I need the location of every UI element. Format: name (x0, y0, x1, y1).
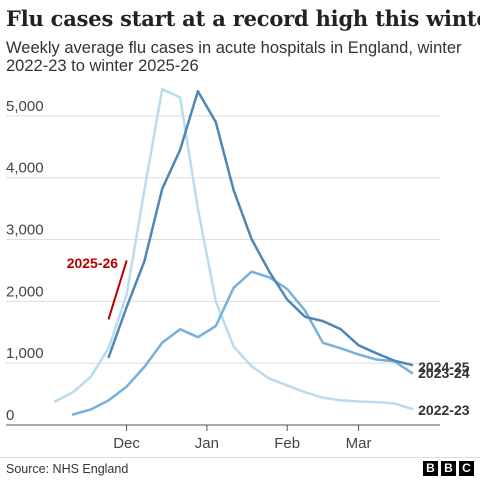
bbc-logo: B B C (423, 461, 474, 476)
logo-letter-b2: B (441, 461, 456, 476)
y-tick-label: 2,000 (6, 283, 44, 300)
series-line-2022-23 (53, 88, 414, 411)
source-note: Source: NHS England (6, 462, 129, 476)
x-axis-ticks: Dec Jan Feb Mar (113, 425, 372, 452)
series-line-2024-25 (107, 89, 414, 367)
logo-letter-b1: B (423, 461, 438, 476)
chart-subtitle: Weekly average flu cases in acute hospit… (6, 39, 462, 75)
series-label-2025-26: 2025-26 (67, 255, 119, 271)
y-tick-label: 1,000 (6, 345, 44, 362)
x-tick-label: Mar (346, 435, 372, 452)
x-tick-label: Feb (274, 435, 300, 452)
series-line-2025-26 (107, 260, 128, 320)
series-label-2024-25: 2024-25 (418, 359, 470, 375)
x-tick-label: Jan (195, 435, 219, 452)
y-tick-label: 4,000 (6, 160, 44, 177)
series-lines (53, 88, 414, 416)
y-tick-label: 5,000 (6, 98, 44, 115)
x-tick-label: Dec (113, 435, 140, 452)
chart-title: Flu cases start at a record high this wi… (6, 6, 480, 31)
gridlines (6, 115, 440, 426)
logo-letter-c: C (459, 461, 474, 476)
series-label-2023-24: 2023-24 (418, 365, 470, 381)
y-axis-ticks: 0 1,000 2,000 3,000 4,000 5,000 (6, 98, 44, 424)
series-label-2022-23: 2022-23 (418, 402, 470, 418)
y-tick-label: 3,000 (6, 222, 44, 239)
footer-divider (0, 457, 480, 458)
series-line-2023-24 (71, 270, 414, 416)
y-tick-label: 0 (6, 407, 14, 424)
